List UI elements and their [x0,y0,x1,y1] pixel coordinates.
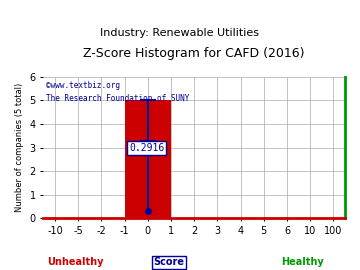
Title: Z-Score Histogram for CAFD (2016): Z-Score Histogram for CAFD (2016) [84,48,305,60]
Bar [125,100,171,218]
Text: The Research Foundation of SUNY: The Research Foundation of SUNY [46,94,190,103]
Text: Industry: Renewable Utilities: Industry: Renewable Utilities [100,28,260,38]
Text: Unhealthy: Unhealthy [47,257,103,267]
Text: ©www.textbiz.org: ©www.textbiz.org [46,81,121,90]
Text: Score: Score [154,257,185,267]
Text: Healthy: Healthy [281,257,324,267]
Y-axis label: Number of companies (5 total): Number of companies (5 total) [15,83,24,212]
Text: 0.2916: 0.2916 [129,143,164,153]
